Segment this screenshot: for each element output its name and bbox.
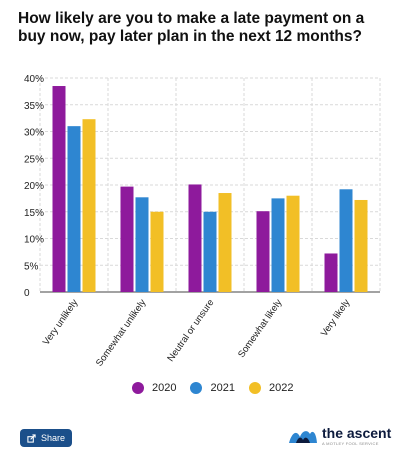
y-tick-label: 0: [24, 288, 30, 299]
bar-2022-neutral-or-unsure[interactable]: [218, 193, 232, 292]
bar-2021-very-unlikely[interactable]: [67, 126, 81, 293]
legend-item-2020: 2020: [132, 382, 176, 394]
bar-2020-somewhat-likely[interactable]: [256, 211, 270, 292]
bar-2021-neutral-or-unsure[interactable]: [203, 211, 217, 292]
brand-tagline: A MOTLEY FOOL SERVICE: [322, 441, 379, 446]
bar-chart: 0 5% 10% 15% 20% 25% 30% 35% 40% Very unlikely So…: [24, 74, 381, 369]
share-icon: [27, 433, 36, 443]
share-label: Share: [40, 433, 66, 443]
bar-2020-neutral-or-unsure[interactable]: [188, 184, 202, 292]
bar-2020-very-likely[interactable]: [324, 253, 338, 292]
x-tick-label: Somewhat unlikely: [94, 297, 149, 368]
bar-2022-somewhat-unlikely[interactable]: [150, 211, 164, 292]
legend-label-2020: 2020: [152, 382, 177, 394]
y-tick-label: 10%: [24, 235, 44, 246]
bar-2020-very-unlikely[interactable]: [52, 86, 66, 293]
y-tick-label: 5%: [24, 261, 39, 272]
x-tick-label: Very likely: [319, 297, 353, 339]
legend-swatch-2022: [248, 382, 261, 394]
x-tick-label: Very unlikely: [41, 297, 81, 347]
legend-item-2022: 2022: [248, 382, 294, 394]
bar-2022-very-likely[interactable]: [354, 199, 368, 292]
y-tick-label: 40%: [24, 74, 44, 85]
share-button[interactable]: Share: [20, 429, 72, 447]
bar-2021-somewhat-likely[interactable]: [271, 198, 285, 292]
bar-2020-somewhat-unlikely[interactable]: [120, 186, 134, 292]
brand-name: the ascent: [322, 425, 392, 441]
y-tick-label: 15%: [24, 208, 44, 219]
legend-swatch-2020: [132, 382, 144, 394]
y-axis-ticks: 0 5% 10% 15% 20% 25% 30% 35% 40%: [24, 74, 44, 299]
legend-item-2021: 2021: [190, 382, 235, 394]
legend: 2020 2021 2022: [132, 382, 293, 394]
bar-2021-somewhat-unlikely[interactable]: [135, 197, 149, 292]
legend-swatch-2021: [190, 382, 203, 394]
chart-title: How likely are you to make a late paymen…: [18, 10, 365, 45]
bar-2022-somewhat-likely[interactable]: [286, 195, 300, 292]
y-tick-label: 35%: [24, 101, 44, 112]
y-tick-label: 25%: [24, 154, 44, 165]
y-tick-label: 30%: [24, 128, 44, 139]
bars: [52, 86, 368, 293]
x-tick-label: Neutral or unsure: [165, 297, 216, 363]
bar-2022-very-unlikely[interactable]: [82, 119, 96, 292]
ascent-logo-icon: [289, 431, 317, 443]
x-tick-label: Somewhat likely: [236, 297, 285, 360]
bar-2021-very-likely[interactable]: [339, 189, 353, 292]
legend-label-2021: 2021: [210, 382, 235, 394]
x-axis-labels: Very unlikely Somewhat unlikely Neutral or…: [41, 297, 353, 368]
y-tick-label: 20%: [24, 181, 44, 192]
legend-label-2022: 2022: [268, 382, 294, 394]
brand-logo[interactable]: the ascent A MOTLEY FOOL SERVICE: [288, 426, 391, 446]
